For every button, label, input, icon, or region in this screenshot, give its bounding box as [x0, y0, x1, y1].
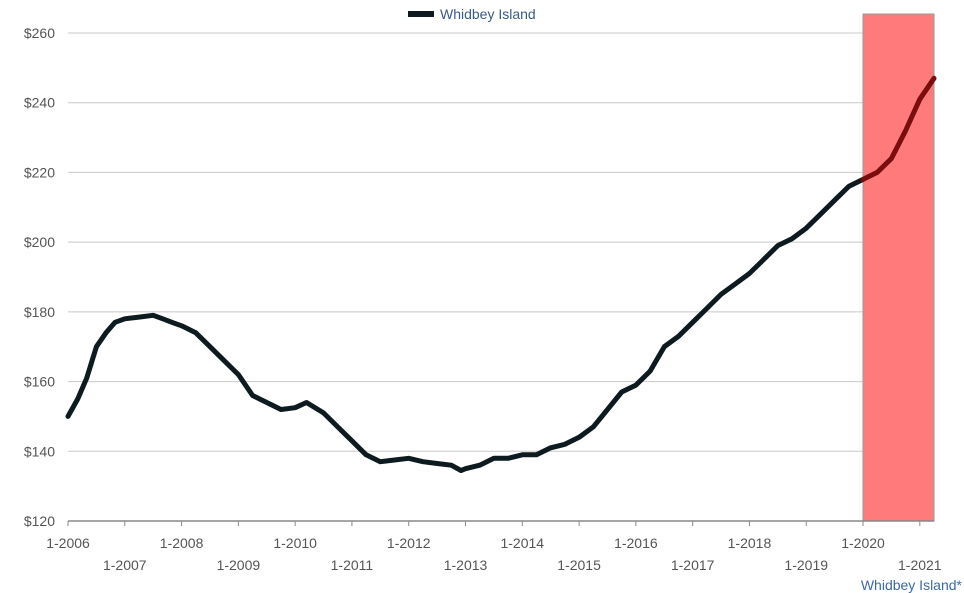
- y-tick-label: $140: [24, 443, 55, 459]
- y-tick-label: $260: [24, 25, 55, 41]
- x-tick-label: 1-2012: [387, 535, 431, 551]
- x-tick-label: 1-2013: [444, 557, 488, 573]
- y-tick-label: $160: [24, 374, 55, 390]
- x-tick-label: 1-2021: [898, 557, 942, 573]
- y-tick-label: $220: [24, 164, 55, 180]
- x-axis: 1-2006 1-2008 1-2010 1-2012 1-2014 1-2016 1-20…: [46, 520, 942, 573]
- gridlines: [68, 32, 934, 452]
- x-tick-label: 1-2020: [841, 535, 885, 551]
- x-tick-label: 1-2009: [217, 557, 261, 573]
- series-line-whidbey-island-highlighted: [860, 75, 937, 182]
- series-line-whidbey-island: [65, 176, 866, 473]
- legend: Whidbey Island: [408, 6, 536, 22]
- x-tick-label: 1-2014: [500, 535, 544, 551]
- x-tick-label: 1-2007: [103, 557, 147, 573]
- x-tick-label: 1-2011: [331, 557, 374, 573]
- x-tick-label: 1-2018: [728, 535, 772, 551]
- x-tick-label: 1-2015: [557, 557, 601, 573]
- y-tick-label: $120: [24, 513, 55, 529]
- x-tick-label: 1-2008: [160, 535, 204, 551]
- legend-swatch: [408, 11, 434, 17]
- series-lines: [65, 75, 937, 473]
- y-tick-label: $180: [24, 304, 55, 320]
- x-tick-label: 1-2010: [273, 535, 317, 551]
- x-tick-label: 1-2016: [614, 535, 658, 551]
- x-tick-label: 1-2019: [784, 557, 828, 573]
- y-axis-tick-labels: $120 $140 $160 $180 $200 $220 $240 $260: [24, 25, 55, 529]
- legend-label: Whidbey Island: [440, 6, 536, 22]
- y-tick-label: $200: [24, 234, 55, 250]
- y-tick-label: $240: [24, 95, 55, 111]
- x-tick-label: 1-2006: [46, 535, 90, 551]
- footnote: Whidbey Island*: [861, 577, 963, 593]
- x-tick-label: 1-2017: [671, 557, 715, 573]
